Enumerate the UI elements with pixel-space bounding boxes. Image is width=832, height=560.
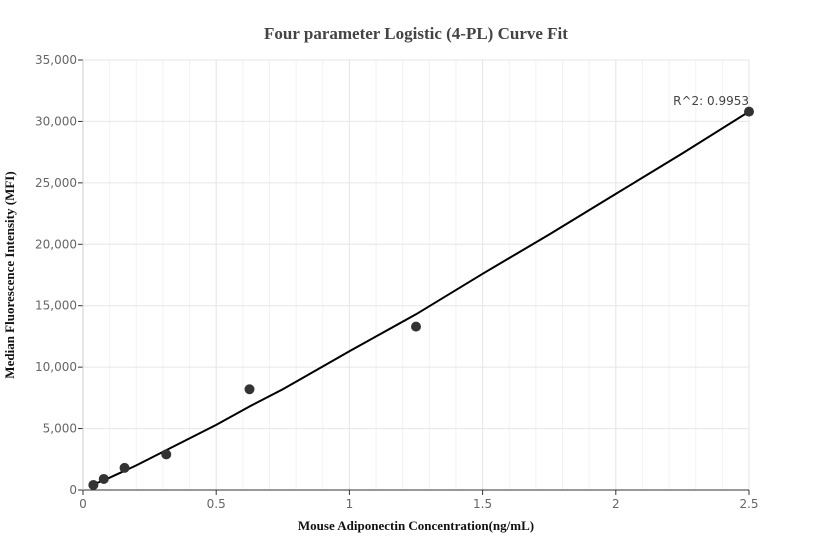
y-tick-label: 20,000 (35, 237, 77, 251)
x-ticks: 0 0.5 1 1.5 2 2.5 (79, 490, 759, 511)
data-point (411, 321, 421, 332)
x-tick-label: 2 (612, 497, 620, 511)
y-tick-label: 25,000 (35, 176, 77, 190)
x-tick-label: 2.5 (739, 497, 758, 511)
y-tick-label: 30,000 (35, 114, 77, 128)
data-point (244, 384, 255, 395)
x-tick-label: 1.5 (473, 497, 492, 511)
y-tick-label: 10,000 (35, 360, 77, 374)
data-point (744, 106, 754, 117)
data-point (119, 462, 130, 473)
y-axis-label: Median Fluorescence Intensity (MFI) (2, 171, 17, 378)
data-point (88, 479, 99, 490)
x-tick-label: 0 (79, 497, 87, 511)
y-tick-label: 0 (69, 483, 77, 497)
y-ticks: 0 5,000 10,000 15,000 20,000 25,000 30,000 35,0… (35, 53, 83, 497)
x-tick-label: 1 (346, 497, 354, 511)
y-tick-label: 15,000 (35, 299, 77, 313)
fit-curve (93, 110, 750, 486)
data-points (88, 106, 754, 490)
data-point (98, 473, 109, 484)
r-squared-annotation: R^2: 0.9953 (673, 94, 749, 108)
data-point (161, 449, 172, 460)
chart-title: Four parameter Logistic (4-PL) Curve Fit (264, 24, 568, 43)
x-axis-label: Mouse Adiponectin Concentration(ng/mL) (298, 518, 534, 533)
x-tick-label: 0.5 (207, 497, 226, 511)
grid (82, 59, 750, 491)
y-tick-label: 35,000 (35, 53, 77, 67)
y-tick-label: 5,000 (43, 422, 77, 436)
